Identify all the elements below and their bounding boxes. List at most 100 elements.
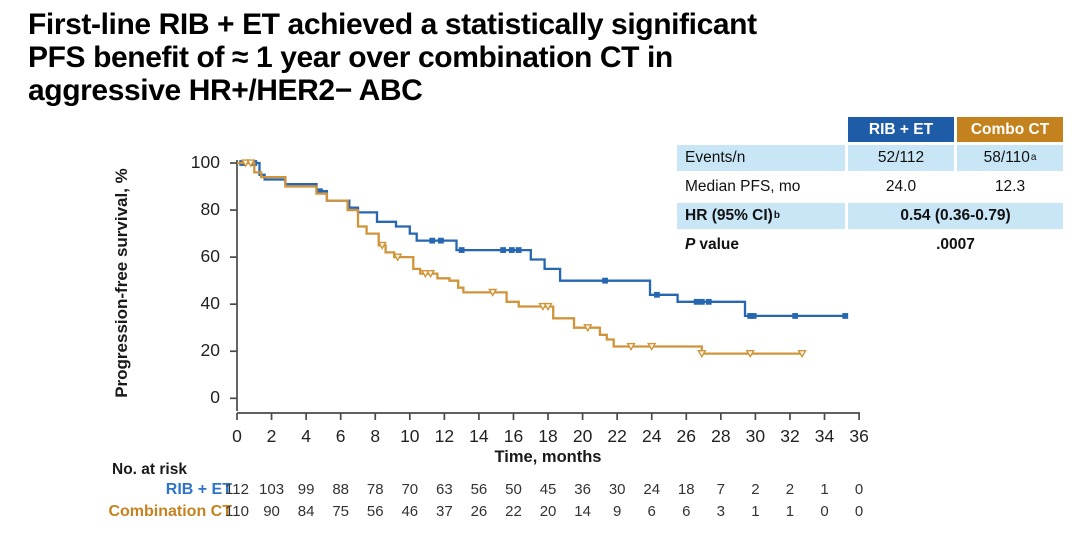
hr-label-text: HR (95% CI) xyxy=(685,207,773,224)
censor-mark-rib-et xyxy=(438,237,444,244)
x-axis-title: Time, months xyxy=(494,448,602,466)
censor-mark-combo-ct xyxy=(246,159,256,168)
at-risk-count: 1 xyxy=(785,503,795,520)
at-risk-count: 1 xyxy=(751,503,760,520)
x-tick-label: 8 xyxy=(370,426,381,446)
stats-table: RIB + ET Combo CT Events/n 52/112 58/110… xyxy=(677,117,1067,261)
censor-mark-combo-ct xyxy=(538,302,548,312)
x-tick-label: 16 xyxy=(503,426,524,446)
censor-mark-rib-et xyxy=(317,188,323,195)
y-tick-label: 0 xyxy=(210,387,220,408)
at-risk-count: 70 xyxy=(401,481,419,498)
x-tick-label: 22 xyxy=(607,426,627,446)
at-risk-count: 6 xyxy=(647,503,656,520)
censor-mark-rib-et xyxy=(654,291,660,298)
km-curve-rib-et xyxy=(237,161,846,318)
censor-mark-rib-et xyxy=(508,247,515,253)
censor-mark-rib-et xyxy=(705,298,712,305)
at-risk-count: 56 xyxy=(470,481,488,498)
x-tick-label: 36 xyxy=(849,426,869,446)
censor-mark-rib-et xyxy=(750,313,757,319)
at-risk-label-rib-et: RIB + ET xyxy=(165,481,232,498)
at-risk-count: 14 xyxy=(574,503,591,520)
x-tick-label: 32 xyxy=(780,426,800,446)
events-combo-ct-number: 58/110 xyxy=(983,149,1030,166)
title-line-2: PFS benefit of ≈ 1 year over combination… xyxy=(28,41,673,74)
title-line-1: First-line RIB + ET achieved a statistic… xyxy=(28,8,757,41)
stats-row-events: Events/n 52/112 58/110 a xyxy=(677,145,1067,171)
median-pfs-label: Median PFS, mo xyxy=(685,178,801,195)
events-label: Events/n xyxy=(677,145,845,171)
censor-mark-rib-et xyxy=(842,313,849,319)
at-risk-count: 20 xyxy=(539,503,557,520)
at-risk-count: 88 xyxy=(332,481,350,498)
at-risk-count: 7 xyxy=(716,481,725,498)
events-rib-et-value: 52/112 xyxy=(848,145,954,171)
at-risk-count: 45 xyxy=(539,481,557,498)
hr-label: HR (95% CI) b xyxy=(677,203,845,229)
events-combo-ct-value: 58/110 a xyxy=(957,145,1063,171)
x-tick-label: 24 xyxy=(641,426,662,446)
censor-mark-combo-ct xyxy=(583,324,593,333)
at-risk-count: 0 xyxy=(820,503,829,520)
y-tick-label: 60 xyxy=(200,246,220,267)
p-italic: P xyxy=(685,236,696,253)
at-risk-count: 112 xyxy=(225,481,249,498)
x-tick-label: 28 xyxy=(711,426,731,446)
censor-mark-rib-et xyxy=(698,298,705,305)
median-pfs-rib-et-value: 24.0 xyxy=(885,178,917,195)
at-risk-count: 22 xyxy=(505,503,522,520)
censor-mark-rib-et xyxy=(515,247,522,253)
at-risk-count: 56 xyxy=(366,503,384,520)
at-risk-count: 103 xyxy=(259,481,285,498)
censor-mark-combo-ct xyxy=(647,342,657,352)
x-tick-label: 6 xyxy=(335,426,346,446)
at-risk-count: 37 xyxy=(436,503,453,520)
x-tick-labels: 0 2 4 6 8 10 12 14 16 18 20 22 24 26 28 30 32 34 36 xyxy=(0,426,1080,448)
p-value-label-rest: value xyxy=(699,236,739,253)
x-tick-label: 18 xyxy=(538,426,558,446)
at-risk-count: 46 xyxy=(401,503,419,520)
censor-mark-combo-ct xyxy=(377,241,387,250)
x-tick-label: 12 xyxy=(434,426,455,446)
at-risk-count: 1 xyxy=(820,481,829,498)
at-risk-count: 0 xyxy=(854,503,864,520)
censor-mark-combo-ct xyxy=(425,270,436,279)
censor-mark-combo-ct xyxy=(745,350,755,359)
at-risk-count: 2 xyxy=(785,481,795,498)
y-tick-label: 80 xyxy=(200,199,220,220)
at-risk-count: 110 xyxy=(225,503,249,520)
stats-row-median-pfs: Median PFS, mo 24.0 12.3 xyxy=(677,174,1067,200)
x-tick-label: 14 xyxy=(469,426,489,446)
at-risk-count: 63 xyxy=(436,481,453,498)
censor-mark-rib-et xyxy=(429,237,436,244)
stats-col-header-rib-et: RIB + ET xyxy=(848,117,954,142)
x-tick-label: 0 xyxy=(232,426,242,446)
stats-table-header-row: RIB + ET Combo CT xyxy=(677,117,1067,142)
at-risk-count: 18 xyxy=(677,481,695,498)
censor-mark-combo-ct xyxy=(626,342,636,352)
at-risk-count: 30 xyxy=(608,481,626,498)
censor-mark-rib-et xyxy=(747,313,754,319)
at-risk-count: 36 xyxy=(574,481,591,498)
hr-value: 0.54 (0.36-0.79) xyxy=(848,203,1063,229)
censor-mark-combo-ct xyxy=(420,270,431,279)
censor-mark-combo-ct xyxy=(240,159,251,168)
title-line-3: aggressive HR+/HER2− ABC xyxy=(28,74,423,107)
at-risk-count: 50 xyxy=(505,481,522,498)
x-tick-label: 2 xyxy=(266,426,277,446)
y-tick-label: 40 xyxy=(200,293,220,314)
at-risk-count: 6 xyxy=(682,503,691,520)
stats-header-spacer xyxy=(677,117,845,142)
at-risk-count: 84 xyxy=(297,503,315,520)
km-plot-svg xyxy=(230,159,860,420)
x-tick-label: 26 xyxy=(676,426,696,446)
x-tick-label: 20 xyxy=(572,426,593,446)
at-risk-count: 75 xyxy=(332,503,350,520)
x-tick-label: 4 xyxy=(301,426,311,446)
censor-mark-rib-et xyxy=(458,247,465,253)
at-risk-label-combination-ct: Combination CT xyxy=(108,503,232,520)
